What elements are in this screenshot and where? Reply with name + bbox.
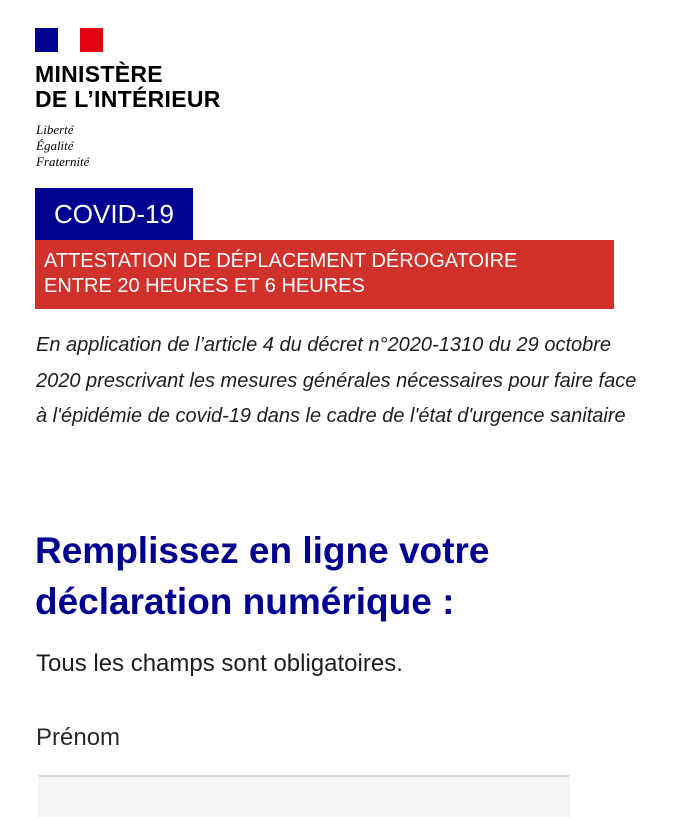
- required-fields-note: Tous les champs sont obligatoires.: [36, 650, 403, 677]
- republic-motto: Liberté Égalité Fraternité: [36, 122, 89, 170]
- motto-fraternite: Fraternité: [36, 154, 90, 169]
- ministry-name: MINISTÈRE DE L’INTÉRIEUR: [35, 62, 221, 112]
- decree-text: En application de l’article 4 du décret …: [36, 334, 637, 427]
- marianne-flag-logo: [35, 28, 104, 52]
- firstname-input[interactable]: [38, 775, 570, 817]
- attestation-title: ATTESTATION DE DÉPLACEMENT DÉROGATOIRE E…: [35, 240, 614, 309]
- form-heading-line-1: Remplissez en ligne votre: [35, 530, 490, 571]
- attestation-title-line-2: ENTRE 20 HEURES ET 6 HEURES: [44, 275, 365, 297]
- attestation-title-line-1: ATTESTATION DE DÉPLACEMENT DÉROGATOIRE: [44, 250, 518, 272]
- firstname-label: Prénom: [36, 724, 121, 751]
- form-heading: Remplissez en ligne votre déclaration nu…: [35, 525, 489, 627]
- motto-egalite: Égalité: [36, 138, 74, 153]
- motto-liberte: Liberté: [36, 122, 74, 137]
- ministry-line-1: MINISTÈRE: [35, 61, 163, 87]
- covid-tag: COVID-19: [35, 188, 193, 240]
- form-heading-line-2: déclaration numérique :: [35, 581, 455, 622]
- ministry-line-2: DE L’INTÉRIEUR: [35, 86, 221, 112]
